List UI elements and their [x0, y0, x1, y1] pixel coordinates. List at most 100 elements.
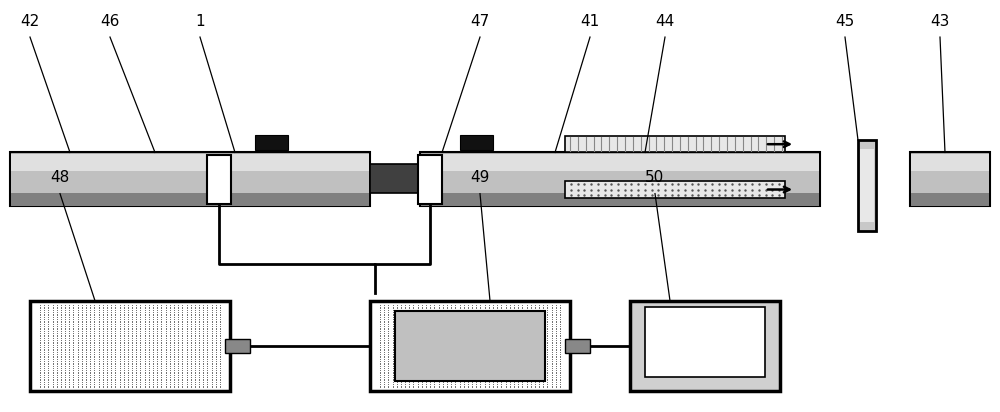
Point [452, 361, 468, 368]
Point [630, 186, 646, 193]
Point [531, 372, 547, 378]
Point [78, 328, 94, 335]
Point [435, 337, 451, 343]
Point [481, 337, 497, 343]
Point [145, 340, 161, 347]
Point [116, 330, 132, 336]
Point [489, 333, 505, 340]
Point [539, 373, 555, 380]
Point [552, 361, 568, 368]
Point [443, 375, 459, 382]
Point [82, 307, 98, 314]
Point [65, 324, 81, 331]
Point [124, 319, 140, 326]
Point [389, 328, 405, 335]
Point [120, 354, 136, 361]
Point [36, 359, 52, 366]
Point [179, 358, 195, 364]
Point [523, 342, 539, 349]
Point [401, 379, 417, 385]
Point [481, 324, 497, 331]
Point [385, 379, 401, 385]
Point [137, 365, 153, 371]
Point [208, 344, 224, 350]
Bar [10, 152, 370, 206]
Point [95, 303, 111, 310]
Point [53, 354, 69, 361]
Point [535, 303, 551, 310]
Point [86, 321, 102, 328]
Point [527, 351, 543, 357]
Point [82, 375, 98, 382]
Point [158, 351, 174, 357]
Point [502, 345, 518, 352]
Point [78, 365, 94, 371]
Point [116, 324, 132, 331]
Point [124, 344, 140, 350]
Point [174, 302, 190, 308]
Point [456, 354, 472, 361]
Point [53, 310, 69, 317]
Point [506, 377, 522, 384]
Point [456, 310, 472, 317]
Point [53, 365, 69, 371]
Point [49, 358, 65, 364]
Point [86, 317, 102, 324]
Point [82, 319, 98, 326]
Point [552, 356, 568, 363]
Point [472, 351, 488, 357]
Point [389, 358, 405, 364]
Point [506, 345, 522, 352]
Point [45, 345, 61, 352]
Point [204, 380, 220, 387]
Point [124, 345, 140, 352]
Point [195, 333, 211, 340]
Point [544, 312, 560, 319]
Point [376, 382, 392, 389]
Point [166, 382, 182, 389]
Point [477, 359, 493, 366]
Point [158, 338, 174, 345]
Point [124, 305, 140, 312]
Point [195, 316, 211, 322]
Point [32, 344, 48, 350]
Point [158, 349, 174, 356]
Point [179, 303, 195, 310]
Point [510, 359, 526, 366]
Point [183, 382, 199, 389]
Point [212, 331, 228, 338]
Point [112, 340, 128, 347]
Point [116, 363, 132, 370]
Point [439, 344, 455, 350]
Point [91, 344, 107, 350]
Point [191, 347, 207, 354]
Point [65, 317, 81, 324]
Point [107, 372, 123, 378]
Point [116, 338, 132, 345]
Point [443, 359, 459, 366]
Point [452, 377, 468, 384]
Point [137, 384, 153, 391]
Point [498, 338, 514, 345]
Point [40, 333, 56, 340]
Point [472, 377, 488, 384]
Point [132, 310, 148, 317]
Point [418, 351, 434, 357]
Point [393, 323, 409, 329]
Point [174, 382, 190, 389]
Point [158, 356, 174, 363]
Point [162, 345, 178, 352]
Point [82, 340, 98, 347]
Point [531, 359, 547, 366]
Point [183, 342, 199, 349]
Point [187, 375, 203, 382]
Point [116, 372, 132, 378]
Point [162, 347, 178, 354]
Point [435, 340, 451, 347]
Point [32, 352, 48, 359]
Point [548, 307, 564, 314]
Point [49, 345, 65, 352]
Point [153, 312, 169, 319]
Point [158, 312, 174, 319]
Point [535, 335, 551, 342]
